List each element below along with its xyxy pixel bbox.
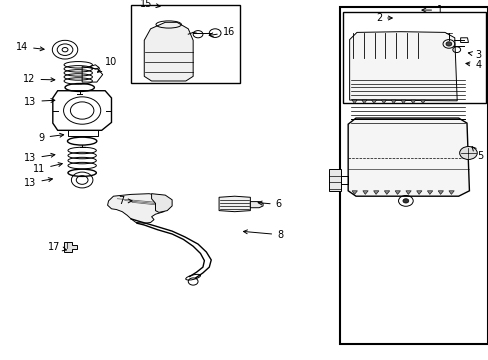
Polygon shape [427, 191, 432, 194]
Text: 14: 14 [16, 42, 44, 52]
Text: 17: 17 [47, 242, 66, 252]
Polygon shape [420, 100, 425, 104]
Polygon shape [437, 191, 443, 194]
Text: 13: 13 [24, 153, 55, 163]
Text: 9: 9 [39, 132, 63, 143]
Text: 11: 11 [33, 163, 62, 174]
Text: 6: 6 [258, 199, 281, 210]
Text: 7: 7 [118, 196, 132, 206]
Text: 3: 3 [468, 50, 480, 60]
Bar [343, 12, 485, 103]
Text: 16: 16 [209, 27, 235, 37]
Polygon shape [151, 194, 172, 212]
Polygon shape [390, 100, 395, 104]
Bar [339, 7, 487, 344]
Text: 1: 1 [421, 5, 442, 15]
Polygon shape [107, 194, 168, 223]
Polygon shape [347, 118, 468, 196]
Polygon shape [144, 22, 193, 81]
Polygon shape [328, 169, 341, 191]
Bar [131, 5, 239, 83]
Polygon shape [351, 100, 356, 104]
Polygon shape [400, 100, 405, 104]
Text: 4: 4 [465, 60, 480, 70]
Polygon shape [371, 100, 376, 104]
Polygon shape [381, 100, 386, 104]
Polygon shape [351, 191, 357, 194]
Text: 13: 13 [24, 96, 55, 107]
Circle shape [402, 199, 408, 203]
Text: 8: 8 [243, 230, 283, 240]
Polygon shape [448, 191, 453, 194]
Polygon shape [373, 191, 378, 194]
Circle shape [459, 147, 476, 159]
Polygon shape [349, 32, 456, 101]
Polygon shape [384, 191, 389, 194]
Text: 5: 5 [471, 147, 482, 161]
Polygon shape [405, 191, 410, 194]
Polygon shape [250, 202, 263, 208]
Polygon shape [219, 196, 250, 212]
Polygon shape [362, 191, 367, 194]
Text: 10: 10 [97, 57, 118, 72]
Polygon shape [416, 191, 421, 194]
Text: 13: 13 [24, 178, 52, 188]
Polygon shape [394, 191, 400, 194]
Text: 12: 12 [23, 74, 55, 84]
Polygon shape [361, 100, 366, 104]
Circle shape [445, 42, 451, 46]
Polygon shape [63, 242, 77, 252]
Text: 2: 2 [375, 13, 391, 23]
Polygon shape [410, 100, 415, 104]
Text: 15: 15 [139, 0, 160, 9]
